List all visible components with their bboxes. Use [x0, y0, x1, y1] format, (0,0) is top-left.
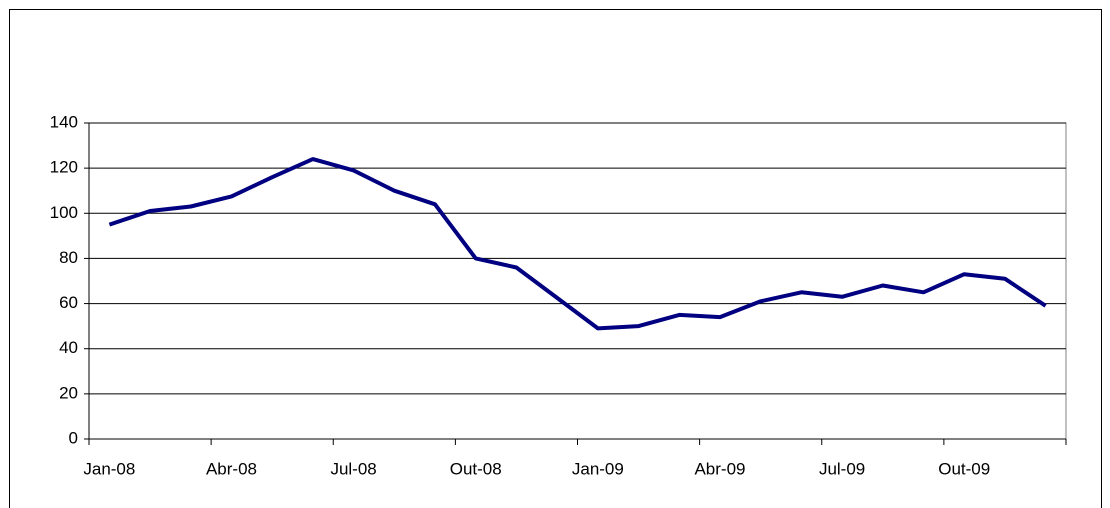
x-tick-label: Abr-09: [694, 459, 745, 478]
y-tick-label: 60: [59, 293, 78, 312]
x-tick-label: Out-09: [938, 459, 990, 478]
y-tick-label: 0: [69, 428, 78, 447]
x-tick-label: Abr-08: [206, 459, 257, 478]
y-tick-label: 140: [50, 112, 78, 131]
x-tick-label: Out-08: [450, 459, 502, 478]
x-tick-label: Jul-08: [330, 459, 376, 478]
y-tick-label: 100: [50, 203, 78, 222]
x-tick-label: Jan-08: [83, 459, 135, 478]
plot-area: [88, 122, 1067, 440]
y-tick-label: 40: [59, 338, 78, 357]
x-tick-label: Jan-09: [572, 459, 624, 478]
y-tick-label: 20: [59, 383, 78, 402]
x-tick-label: Jul-09: [819, 459, 865, 478]
line-series: [108, 157, 1047, 331]
y-tick-label: 80: [59, 248, 78, 267]
y-tick-label: 120: [50, 158, 78, 177]
